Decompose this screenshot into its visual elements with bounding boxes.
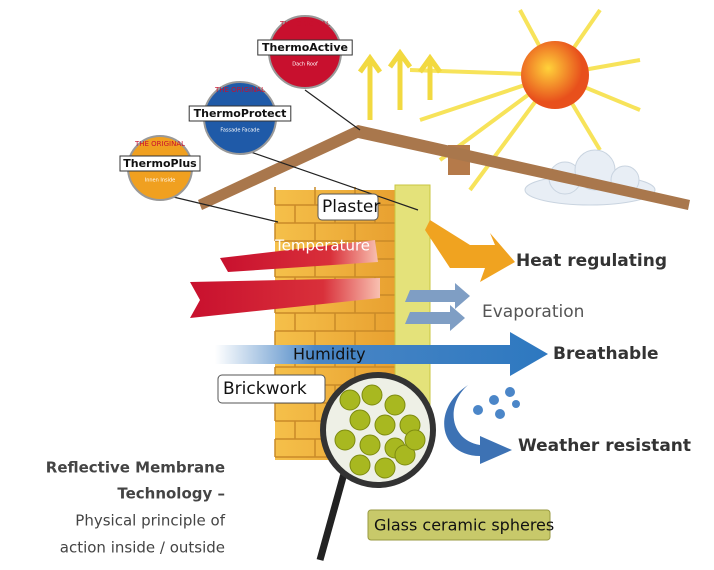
temperature-label: Temperature: [274, 237, 370, 255]
sphere: [350, 410, 370, 430]
plaster-label: Plaster: [322, 197, 380, 217]
caption-text: Physical principle of: [75, 512, 225, 530]
sphere: [362, 385, 382, 405]
badge-use: Innen Inside: [145, 178, 176, 184]
weather-arrow: [444, 385, 512, 464]
badge-use: Dach Roof: [292, 62, 318, 68]
humidity-label: Humidity: [293, 345, 366, 364]
sphere: [335, 430, 355, 450]
badge-tagline: THE ORIGINAL: [279, 20, 330, 28]
badge-tagline: THE ORIGINAL: [134, 140, 185, 148]
sphere: [405, 430, 425, 450]
sphere: [385, 395, 405, 415]
brickwork-label: Brickwork: [223, 379, 307, 399]
badge-name: ThermoProtect: [194, 107, 287, 120]
caption-title: Reflective Membrane: [46, 459, 225, 477]
caption-text: action inside / outside: [60, 539, 225, 557]
up-arrows: [360, 53, 440, 120]
sphere: [360, 435, 380, 455]
badge-tagline: THE ORIGINAL: [214, 86, 265, 94]
drops: [473, 387, 520, 419]
spheres-label: Glass ceramic spheres: [374, 516, 554, 535]
caption-title: Technology –: [117, 485, 225, 503]
badge-name: ThermoPlus: [123, 157, 197, 170]
badge-name: ThermoActive: [262, 41, 348, 54]
evaporation-label: Evaporation: [482, 302, 584, 322]
badge-use: Fassade Facade: [220, 128, 259, 134]
weather-label: Weather resistant: [518, 436, 691, 456]
sphere: [350, 455, 370, 475]
heat-arrow: [425, 220, 515, 282]
sphere: [375, 415, 395, 435]
breathable-label: Breathable: [553, 344, 659, 364]
diagram: Plaster Temperature Heat regulating Evap…: [0, 0, 714, 570]
sphere: [375, 458, 395, 478]
sphere: [340, 390, 360, 410]
badges: THE ORIGINAL ThermoActive Dach Roof THE ORI…: [120, 16, 352, 200]
heat-label: Heat regulating: [516, 251, 667, 271]
